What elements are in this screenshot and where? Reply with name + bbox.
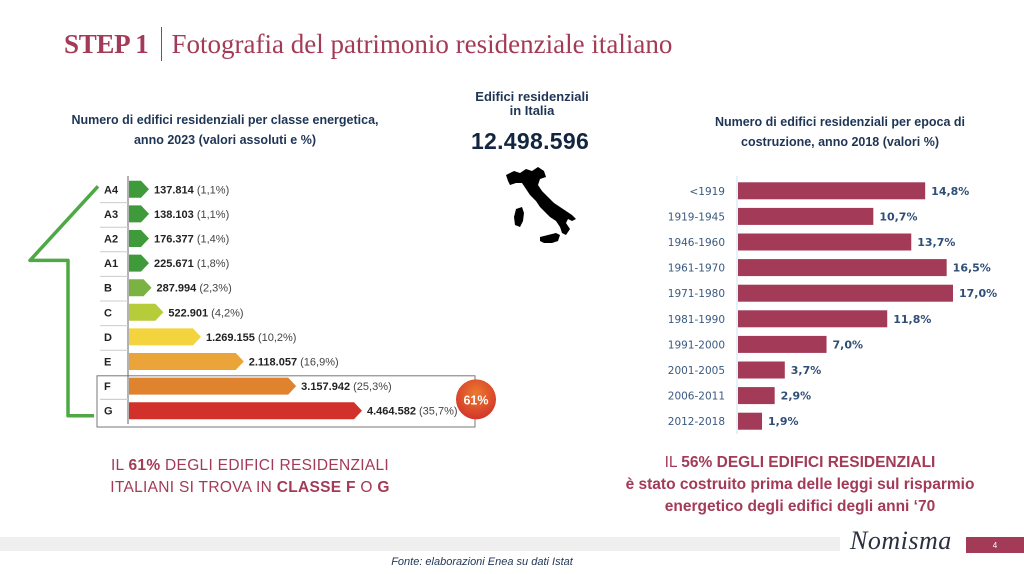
era-bar [738, 361, 785, 379]
category-label: G [104, 406, 113, 418]
highlight-badge [456, 379, 496, 420]
highlight-percent: 56% [681, 454, 713, 471]
energy-bar-b [129, 279, 152, 297]
highlight-percent: 61% [128, 457, 161, 474]
category-label: F [104, 381, 111, 393]
highlight-class: G [377, 479, 390, 496]
category-label: 1919-1945 [668, 211, 725, 223]
bar-value-label: 17,0% [959, 287, 997, 300]
category-label: C [104, 307, 112, 319]
page-number: 4 [966, 537, 1024, 553]
category-label: A4 [104, 184, 119, 196]
era-bar [738, 233, 912, 251]
category-label: 1961-1970 [668, 263, 725, 275]
step-label: STEP 1 [64, 28, 149, 59]
construction-era-chart-title: Numero di edifici residenziali per epoca… [714, 115, 966, 149]
category-label: 1981-1990 [668, 314, 725, 326]
left-message-line1: IL 61% DEGLI EDIFICI RESIDENZIALI [40, 455, 460, 477]
bar-value-label: 11,8% [893, 313, 931, 326]
total-buildings-label: Edifici residenziali in Italia [462, 90, 602, 118]
right-key-message: IL 56% DEGLI EDIFICI RESIDENZIALI è stat… [590, 452, 1010, 518]
total-buildings-label-line1: Edifici residenziali [475, 89, 589, 104]
text: O [355, 479, 378, 496]
category-label: <1919 [689, 186, 725, 198]
bar-value-label: 13,7% [917, 236, 955, 249]
energy-bar-g [129, 402, 362, 420]
text: DEGLI EDIFICI RESIDENZIALI [160, 457, 390, 474]
category-label: B [104, 283, 112, 295]
energy-bar-a1 [129, 254, 149, 272]
total-buildings-label-line2: in Italia [509, 103, 555, 118]
category-label: A3 [104, 209, 118, 221]
footer-band [0, 537, 840, 551]
bar-value-label: 16,5% [953, 262, 991, 275]
energy-bar-a4 [129, 180, 149, 198]
energy-class-chart: A4 137.814 (1,1%) A3 138.103 (1,1%) A2 176.37… [28, 176, 496, 428]
italy-map-icon [506, 167, 576, 243]
bar-value-label: 7,0% [833, 338, 864, 351]
left-message-line2: ITALIANI SI TROVA IN CLASSE F O G [40, 477, 460, 499]
category-label: 1991-2000 [668, 339, 725, 351]
category-label: 1946-1960 [668, 237, 725, 249]
bar-value-label: 14,8% [931, 185, 969, 198]
title-divider [160, 27, 162, 61]
energy-bar-a2 [129, 230, 149, 247]
bar-value-label: 3,7% [791, 364, 822, 377]
category-label: D [104, 332, 112, 344]
source-note: Fonte: elaborazioni Enea su dati Istat [391, 556, 573, 568]
energy-bar-f [129, 377, 297, 395]
category-label: E [104, 357, 111, 369]
category-label: 2001-2005 [668, 365, 725, 377]
category-label: A1 [104, 258, 118, 270]
bar-value-label: 225.671 (1,8%) [154, 258, 229, 270]
energy-bar-e [129, 353, 244, 370]
category-label: 1971-1980 [668, 288, 725, 300]
bar-value-label: 522.901 (4,2%) [168, 307, 243, 319]
bar-value-label: 4.464.582 (35,7%) [367, 406, 458, 418]
arrow-outline [28, 185, 100, 418]
energy-bar-a3 [129, 205, 149, 223]
right-message-line2: è stato costruito prima delle leggi sul … [625, 476, 975, 493]
page-title: STEP 1 Fotografia del patrimonio residen… [64, 24, 672, 64]
bar-value-label: 138.103 (1,1%) [154, 209, 229, 221]
highlight-class: CLASSE F [276, 479, 356, 496]
era-bar [738, 182, 926, 200]
era-bar [738, 207, 874, 225]
bar-value-label: 2.118.057 (16,9%) [249, 357, 339, 369]
text: ITALIANI SI TROVA IN [110, 479, 277, 496]
text: IL [110, 457, 129, 474]
highlight-badge-label: 61% [463, 393, 488, 407]
bar-value-label: 1.269.155 (10,2%) [206, 332, 297, 344]
bar-value-label: 287.994 (2,3%) [157, 283, 232, 295]
energy-class-chart-title: Numero di edifici residenziali per class… [71, 113, 379, 147]
bar-value-label: 176.377 (1,4%) [154, 234, 229, 246]
category-label: 2006-2011 [668, 391, 725, 403]
right-message-line3: energetico degli edifici degli anni ‘70 [664, 498, 936, 515]
energy-bar-c [129, 303, 164, 321]
era-bar [738, 259, 947, 277]
construction-era-chart: <1919 14,8% 1919-1945 10,7% 1946-1960 13,7% 19… [668, 176, 997, 434]
category-label: A2 [104, 234, 118, 246]
bar-value-label: 1,9% [768, 415, 799, 428]
bar-value-label: 137.814 (1,1%) [154, 184, 229, 196]
era-bar [738, 335, 827, 353]
era-bar [738, 387, 775, 405]
energy-bar-d [129, 328, 201, 346]
text: IL [664, 454, 682, 471]
text: DEGLI EDIFICI RESIDENZIALI [712, 454, 936, 471]
left-key-message: IL 61% DEGLI EDIFICI RESIDENZIALI ITALIA… [40, 455, 460, 499]
bar-value-label: 2,9% [781, 390, 812, 403]
title-text: Fotografia del patrimonio residenziale i… [171, 28, 673, 59]
category-label: 2012-2018 [668, 416, 725, 428]
nomisma-logo: Nomisma [850, 526, 952, 555]
total-buildings-value: 12.498.596 [470, 128, 590, 154]
era-bar [738, 284, 953, 302]
bar-value-label: 3.157.942 (25,3%) [301, 381, 392, 393]
right-message-line1: IL 56% DEGLI EDIFICI RESIDENZIALI [590, 452, 1010, 474]
era-bar [738, 412, 763, 430]
era-bar [738, 310, 888, 328]
bar-value-label: 10,7% [879, 210, 917, 223]
